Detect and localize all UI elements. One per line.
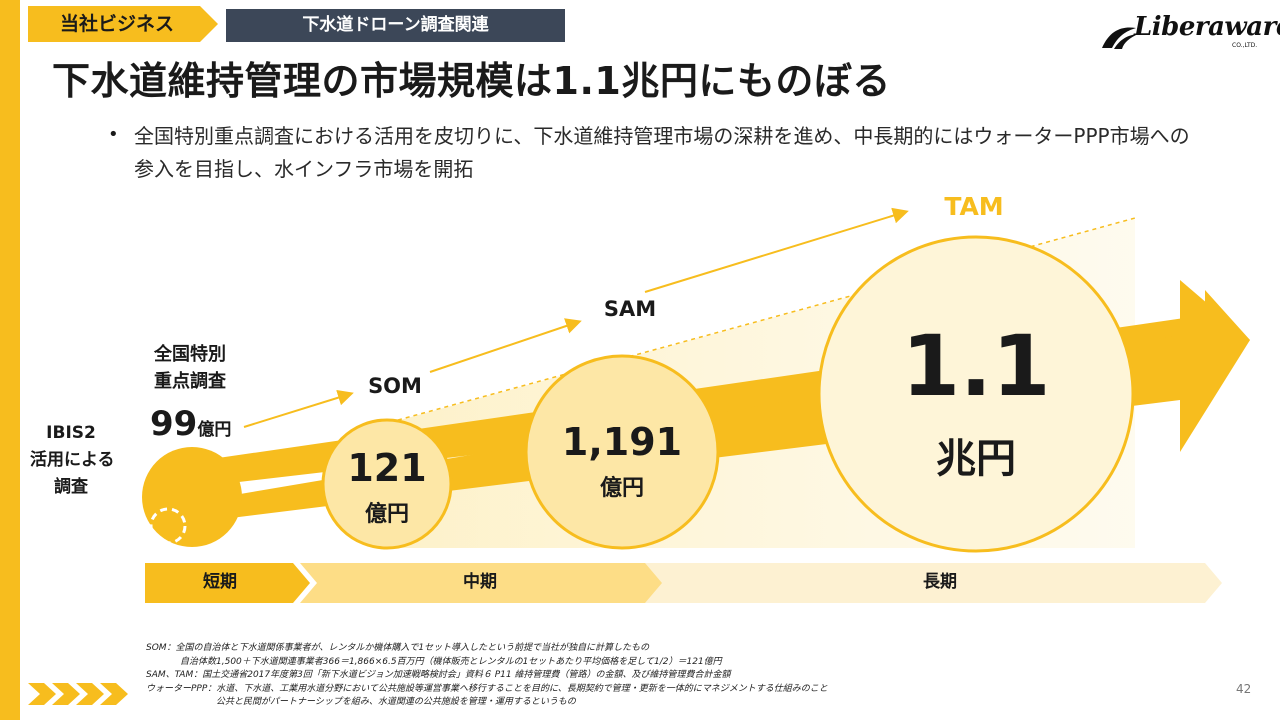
company-logo: Liberaware CO.,LTD. [1100,12,1280,52]
timeline-mid [300,563,662,603]
stage-short-label: 短期 [203,572,237,592]
sam-circle [524,354,720,550]
footnote-water-ppp: ウォーターPPP：水道、下水道、工業用水道分野において公共施設等運営事業へ移行す… [146,683,828,694]
logo-subtext: CO.,LTD. [1232,42,1258,49]
ibis-label-line1: IBIS2 [46,423,96,443]
topic-tag: 下水道ドローン調査関連 [226,9,565,42]
arrow-to-sam [429,318,582,373]
ibis-label: IBIS2 活用による 調査 [30,420,115,501]
tam-circle [817,235,1135,553]
som-circle [321,418,453,550]
page-title: 下水道維持管理の市場規模は1.1兆円にものぼる [52,59,891,103]
page-number: 42 [1236,682,1252,696]
section-tag: 当社ビジネス [28,6,218,42]
timeline-short [145,563,310,603]
arrow-to-tam [644,207,909,293]
ibis-circle [142,447,242,547]
special-survey-value: 99 [150,404,198,444]
special-survey-unit: 億円 [197,420,232,440]
logo-wing-icon [1102,27,1138,49]
stage-mid-label: 中期 [463,572,497,592]
som-unit: 億円 [364,502,409,527]
ibis-label-line2: 活用による [30,450,115,470]
footnote-sam-tam: SAM、TAM：国土交通省2017年度第3回「新下水道ビジョン加速戦略検討会」資… [146,670,731,681]
bullet-marker: • [108,124,119,145]
logo-text: Liberaware [1134,12,1280,42]
sam-value: 1,191 [561,420,683,464]
ibis-label-line3: 調査 [54,477,88,497]
footnote-som: SOM：全国の自治体と下水道関係事業者が、レンタルか機体購入で1セット導入したと… [146,643,650,653]
som-label: SOM [368,374,422,398]
ibis-dashed-circle [149,507,187,545]
left-accent-bar [0,0,20,720]
footnote-som-calc: 自治体数1,500＋下水道関連事業者366＝1,866×6.5百万円（機体販売と… [180,656,722,667]
tam-value: 1.1 [901,317,1051,415]
footer-chevrons-icon [28,683,128,705]
stage-long-label: 長期 [923,572,957,592]
special-survey-line2: 重点調査 [154,371,226,392]
footnote-water-ppp-cont: 公共と民間がパートナーシップを組み、水道関連の公共施設を管理・運用するというもの [216,697,576,708]
sam-unit: 億円 [599,476,644,501]
tam-unit: 兆円 [936,436,1016,482]
footnotes: SOM：全国の自治体と下水道関係事業者が、レンタルか機体購入で1セット導入したと… [146,642,828,710]
sam-label: SAM [603,297,657,321]
special-survey-label: 全国特別 重点調査 [144,341,236,395]
arrow-to-som [243,389,354,428]
tam-label: TAM [944,192,1004,221]
bullet-text: 全国特別重点調査における活用を皮切りに、下水道維持管理市場の深耕を進め、中長期的… [134,124,1190,181]
growth-arrow [170,290,1250,490]
timeline-long [640,563,1222,603]
growth-arrow-head [1180,280,1250,452]
som-value: 121 [347,446,427,490]
special-survey-amount: 99億円 [150,404,231,444]
special-survey-line1: 全国特別 [154,344,226,365]
